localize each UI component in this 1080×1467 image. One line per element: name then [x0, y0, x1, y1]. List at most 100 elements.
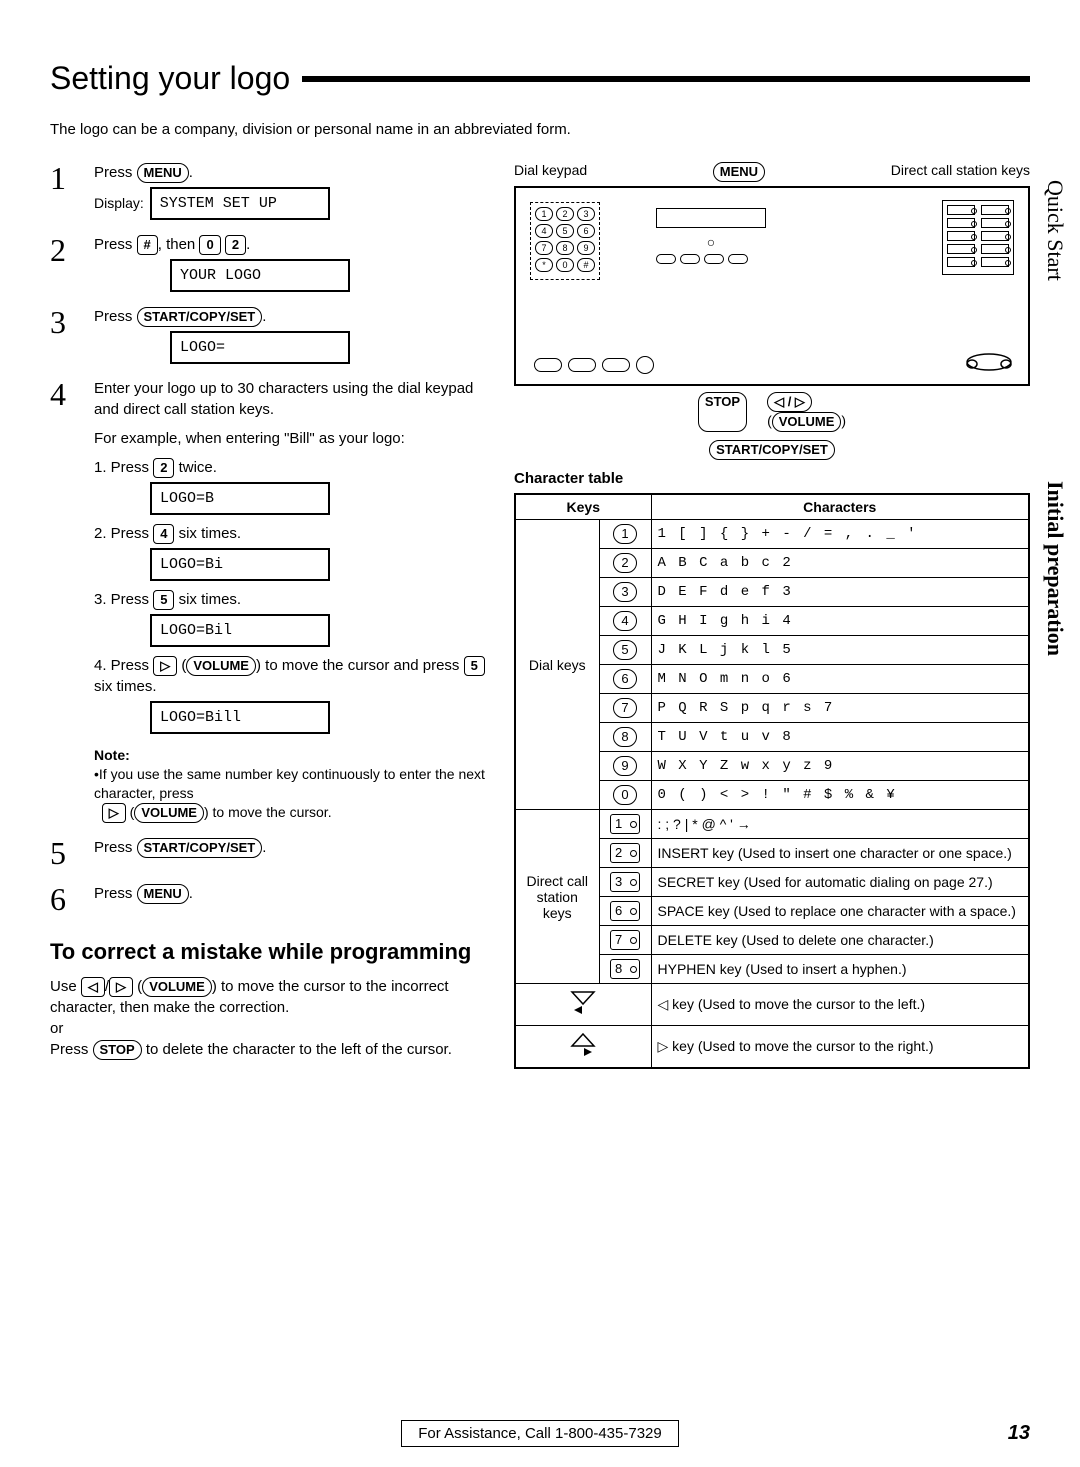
stop-key-label: STOP: [698, 392, 747, 432]
char-desc: SPACE key (Used to replace one character…: [651, 897, 1029, 926]
four-key: 4: [153, 524, 174, 544]
char-list: 0 ( ) < > ! " # $ % & ¥: [651, 781, 1029, 810]
char-desc: ◁ key (Used to move the cursor to the le…: [651, 984, 1029, 1026]
substep-text: twice.: [174, 459, 217, 476]
step-text: .: [189, 885, 193, 902]
or-text: or: [50, 1018, 490, 1039]
five-key: 5: [153, 590, 174, 610]
key-button: 3: [599, 578, 651, 607]
key-button: 8: [599, 723, 651, 752]
display-box: LOGO=Bil: [150, 614, 330, 647]
bottom-controls-icon: [534, 356, 654, 374]
display-box: YOUR LOGO: [170, 259, 350, 292]
key-button: 7: [599, 926, 651, 955]
char-desc: ▷ key (Used to move the cursor to the ri…: [651, 1026, 1029, 1069]
dialpad-icon: 123 456 789 *0#: [530, 202, 600, 280]
display-box: LOGO=: [170, 331, 350, 364]
step-number: 4: [50, 378, 82, 823]
step-text: Press: [94, 164, 137, 181]
start-copy-set-key: START/COPY/SET: [137, 307, 263, 327]
key-button: 0: [599, 781, 651, 810]
correct-text: to delete the character to the left of t…: [142, 1041, 452, 1058]
character-table: Keys Characters Dial keys11 [ ] { } + - …: [514, 493, 1030, 1069]
device-diagram: 123 456 789 *0# ○: [514, 186, 1030, 386]
display-label: Display:: [94, 194, 144, 214]
key-button: 3: [599, 868, 651, 897]
char-list: D E F d e f 3: [651, 578, 1029, 607]
zero-key: 0: [199, 235, 220, 255]
char-list: M N O m n o 6: [651, 665, 1029, 694]
key-button: 5: [599, 636, 651, 665]
step-text: Enter your logo up to 30 characters usin…: [94, 378, 490, 420]
char-list: W X Y Z w x y z 9: [651, 752, 1029, 781]
step-number: 6: [50, 883, 82, 915]
volume-key: VOLUME: [142, 977, 212, 997]
step-number: 2: [50, 234, 82, 292]
right-arrow-key: ▷: [102, 803, 126, 823]
side-label-initial-prep: Initial preparation: [1042, 481, 1068, 656]
display-box: LOGO=B: [150, 482, 330, 515]
step-number: 1: [50, 162, 82, 220]
volume-key: VOLUME: [186, 656, 256, 676]
substep-text: to move the cursor and press: [261, 657, 464, 674]
step-number: 5: [50, 837, 82, 869]
menu-key-label: MENU: [713, 162, 765, 182]
substep-text: 1. Press: [94, 459, 153, 476]
arrows-key-label: ◁ / ▷: [767, 392, 812, 412]
key-button: 2: [599, 549, 651, 578]
substep-text: six times.: [174, 591, 241, 608]
stop-key: STOP: [93, 1040, 142, 1060]
correct-text: Press: [50, 1041, 93, 1058]
step-text: , then: [158, 236, 200, 253]
handset-icon: [964, 350, 1014, 374]
char-list: T U V t u v 8: [651, 723, 1029, 752]
note-text: If you use the same number key continuou…: [94, 766, 485, 801]
five-key: 5: [464, 656, 485, 676]
menu-key: MENU: [137, 163, 189, 183]
char-list: 1 [ ] { } + - / = , . _ ': [651, 520, 1029, 549]
char-desc: SECRET key (Used for automatic dialing o…: [651, 868, 1029, 897]
char-list: P Q R S p q r s 7: [651, 694, 1029, 723]
hash-key: #: [137, 235, 158, 255]
char-desc: DELETE key (Used to delete one character…: [651, 926, 1029, 955]
key-button: 9: [599, 752, 651, 781]
key-button: 1: [599, 810, 651, 839]
char-desc: HYPHEN key (Used to insert a hyphen.): [651, 955, 1029, 984]
note-text: to move the cursor.: [209, 804, 332, 820]
key-button: 1: [599, 520, 651, 549]
display-box: LOGO=Bi: [150, 548, 330, 581]
group-dial: Dial keys: [515, 520, 599, 810]
step-text: .: [246, 236, 250, 253]
right-arrow-key: ▷: [153, 656, 177, 676]
step-text: Press: [94, 839, 137, 856]
key-button: 6: [599, 897, 651, 926]
key-button: 4: [599, 607, 651, 636]
title-rule: [302, 76, 1030, 82]
volume-key: VOLUME: [134, 803, 204, 823]
step-text: .: [262, 839, 266, 856]
step-text: .: [189, 164, 193, 181]
side-label-quick-start: Quick Start: [1042, 180, 1068, 281]
step-number: 3: [50, 306, 82, 364]
substep-text: six times.: [174, 525, 241, 542]
char-list: J K L j k l 5: [651, 636, 1029, 665]
example-intro: For example, when entering "Bill" as you…: [94, 428, 490, 449]
step-text: .: [262, 308, 266, 325]
char-desc: INSERT key (Used to insert one character…: [651, 839, 1029, 868]
arrow-key-icon: [515, 984, 651, 1026]
char-list: G H I g h i 4: [651, 607, 1029, 636]
substep-text: 3. Press: [94, 591, 153, 608]
key-button: 2: [599, 839, 651, 868]
step-text: Press: [94, 308, 137, 325]
group-station: Direct call station keys: [515, 810, 599, 984]
display-box: SYSTEM SET UP: [150, 187, 330, 220]
key-button: 8: [599, 955, 651, 984]
left-arrow-key: ◁: [81, 977, 105, 997]
col-keys: Keys: [515, 494, 651, 520]
correct-text: Use: [50, 978, 81, 995]
step-text: Press: [94, 236, 137, 253]
substep-text: six times.: [94, 678, 157, 695]
menu-key: MENU: [137, 884, 189, 904]
volume-key-label: VOLUME: [772, 412, 842, 432]
diagram-label-station: Direct call station keys: [891, 162, 1030, 182]
